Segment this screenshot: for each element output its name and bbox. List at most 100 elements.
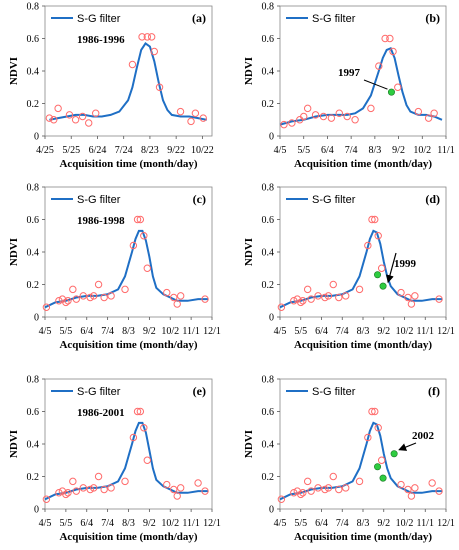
ndvi-point bbox=[355, 477, 364, 486]
ndvi-point bbox=[435, 295, 443, 303]
ndvi-point bbox=[307, 487, 315, 495]
ndvi-point bbox=[303, 285, 312, 294]
y-tick-label: 0.8 bbox=[27, 2, 40, 13]
x-tick-label: 5/25 bbox=[62, 145, 80, 156]
y-tick-label: 0.4 bbox=[27, 440, 40, 451]
x-tick-label: 4/5 bbox=[274, 326, 287, 337]
ndvi-point bbox=[303, 477, 312, 486]
ndvi-point bbox=[381, 34, 389, 43]
ndvi-point bbox=[377, 456, 386, 464]
ndvi-point bbox=[136, 215, 145, 224]
ndvi-point bbox=[314, 484, 322, 492]
ndvi-point bbox=[327, 114, 336, 122]
sg-filter-line bbox=[44, 421, 209, 501]
ndvi-point bbox=[364, 241, 372, 250]
ndvi-point bbox=[64, 489, 72, 497]
ndvi-point bbox=[140, 232, 148, 240]
sg-filter-line bbox=[279, 421, 443, 501]
ndvi-point bbox=[155, 83, 164, 91]
y-tick-label: 0.2 bbox=[27, 280, 40, 291]
ndvi-point bbox=[355, 285, 364, 294]
y-tick-label: 0.4 bbox=[27, 248, 40, 259]
ndvi-point bbox=[133, 407, 142, 416]
sg-filter-line bbox=[279, 229, 443, 309]
x-axis-label: Acquisition time (month/day) bbox=[294, 339, 432, 351]
y-tick-label: 0.4 bbox=[262, 67, 275, 78]
ndvi-point bbox=[430, 109, 438, 117]
x-axis-label: Acquisition time (month/day) bbox=[59, 158, 197, 170]
ndvi-point bbox=[107, 484, 115, 492]
x-tick-label: 7/24 bbox=[115, 145, 133, 156]
ndvi-point bbox=[290, 489, 298, 497]
ndvi-point bbox=[170, 485, 178, 494]
removed-point bbox=[379, 282, 387, 290]
ndvi-point bbox=[90, 292, 98, 300]
annotation-connector bbox=[363, 79, 388, 90]
x-tick-label: 5/5 bbox=[59, 326, 72, 337]
ndvi-point bbox=[50, 116, 58, 124]
ndvi-point bbox=[55, 297, 63, 305]
x-tick-label: 9/2 bbox=[377, 518, 390, 529]
x-tick-label: 7/4 bbox=[345, 145, 358, 156]
ndvi-point bbox=[371, 407, 379, 416]
ndvi-point bbox=[85, 119, 93, 127]
x-tick-label: 8/3 bbox=[368, 145, 381, 156]
y-tick-label: 0.8 bbox=[27, 375, 40, 386]
sg-filter-line bbox=[279, 47, 443, 126]
ndvi-point bbox=[176, 292, 185, 300]
y-tick-label: 0 bbox=[269, 132, 274, 143]
removed-point bbox=[374, 463, 382, 471]
ndvi-point bbox=[69, 477, 77, 486]
x-tick-label: 4/5 bbox=[39, 326, 52, 337]
ndvi-point bbox=[368, 407, 376, 416]
ndvi-point bbox=[100, 293, 108, 302]
plot-frame bbox=[44, 378, 213, 510]
ndvi-point bbox=[62, 490, 70, 499]
ndvi-point bbox=[299, 489, 307, 497]
ndvi-point bbox=[187, 117, 195, 126]
ndvi-point bbox=[314, 292, 322, 300]
annotation-arrow bbox=[386, 252, 397, 284]
ndvi-point bbox=[92, 109, 100, 117]
y-tick-label: 0 bbox=[269, 505, 274, 516]
x-tick-label: 10/2 bbox=[396, 326, 414, 337]
ndvi-point bbox=[71, 116, 80, 124]
year-annotation: 1999 bbox=[394, 258, 417, 270]
ndvi-point bbox=[94, 280, 103, 289]
y-tick-label: 0 bbox=[34, 313, 39, 324]
y-axis-label: NDVI bbox=[8, 430, 20, 458]
ndvi-point bbox=[54, 104, 62, 113]
y-tick-label: 0 bbox=[34, 132, 39, 143]
legend-label: S-G filter bbox=[312, 194, 356, 206]
x-tick-label: 12/1 bbox=[203, 326, 221, 337]
y-tick-label: 0.6 bbox=[262, 407, 275, 418]
x-tick-label: 11/1 bbox=[417, 518, 434, 529]
ndvi-point bbox=[94, 472, 103, 481]
x-tick-label: 11/1 bbox=[182, 326, 199, 337]
ndvi-point bbox=[371, 215, 379, 224]
x-tick-label: 8/3 bbox=[357, 326, 370, 337]
x-tick-label: 10/2 bbox=[161, 326, 179, 337]
x-tick-label: 5/5 bbox=[294, 326, 307, 337]
ndvi-point bbox=[121, 477, 129, 486]
ndvi-point bbox=[128, 60, 137, 69]
ndvi-point bbox=[107, 292, 115, 300]
ndvi-point bbox=[55, 489, 63, 497]
y-axis-label: NDVI bbox=[8, 57, 20, 85]
ndvi-point bbox=[90, 484, 98, 492]
ndvi-point bbox=[170, 293, 178, 302]
ndvi-point bbox=[143, 456, 151, 464]
ndvi-point bbox=[163, 480, 171, 489]
y-tick-label: 0 bbox=[269, 313, 274, 324]
x-tick-label: 9/2 bbox=[143, 326, 156, 337]
y-tick-label: 0.6 bbox=[27, 407, 40, 418]
ndvi-point bbox=[86, 293, 94, 302]
ndvi-point bbox=[368, 215, 376, 224]
panel-label: (a) bbox=[192, 11, 206, 25]
sg-filter-line bbox=[44, 229, 209, 309]
ndvi-point bbox=[343, 112, 351, 121]
ndvi-point bbox=[300, 112, 308, 121]
year-annotation: 1986-2001 bbox=[77, 407, 125, 419]
x-tick-label: 7/4 bbox=[336, 518, 349, 529]
ndvi-point bbox=[329, 280, 337, 289]
